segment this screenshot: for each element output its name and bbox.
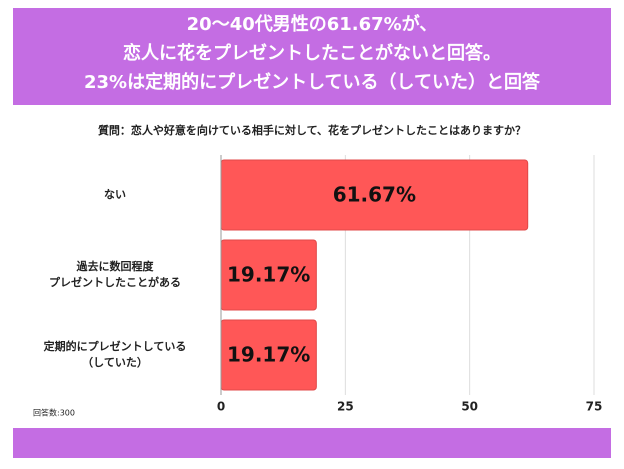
x-tick-label: 75 <box>586 400 603 414</box>
chart-title: 20〜40代男性の61.67%が、 <box>187 13 438 35</box>
data-label: 19.17% <box>227 343 310 367</box>
title-banner <box>13 8 611 105</box>
y-tick-label-line: 定期的にプレゼントしている <box>44 339 187 353</box>
chart-subtitle: 質問：恋人や好意を向けている相手に対して、花をプレゼントしたことはありますか？ <box>98 123 526 137</box>
data-label: 19.17% <box>227 263 310 287</box>
y-tick-label-line: （していた） <box>82 356 148 369</box>
data-label: 61.67% <box>333 183 416 207</box>
y-tick-label: 定期的にプレゼントしている （していた） <box>44 339 187 369</box>
y-tick-label: ない <box>104 188 126 201</box>
x-tick-label: 0 <box>217 400 225 414</box>
chart-title: 恋人に花をプレゼントしたことがないと回答。 <box>123 42 501 64</box>
y-tick-label-line: ない <box>104 188 126 201</box>
y-tick-label: 過去に数回程度プレゼントしたことがある <box>49 259 181 289</box>
x-tick-label: 50 <box>461 400 478 414</box>
chart-title: 23%は定期的にプレゼントしている（していた）と回答 <box>84 71 541 93</box>
x-tick-label: 25 <box>337 400 354 414</box>
y-tick-label-line: プレゼントしたことがある <box>49 275 181 289</box>
footer-banner <box>13 428 611 458</box>
annotation: 回答数:300 <box>33 408 75 418</box>
y-tick-label-line: 過去に数回程度 <box>76 259 155 273</box>
